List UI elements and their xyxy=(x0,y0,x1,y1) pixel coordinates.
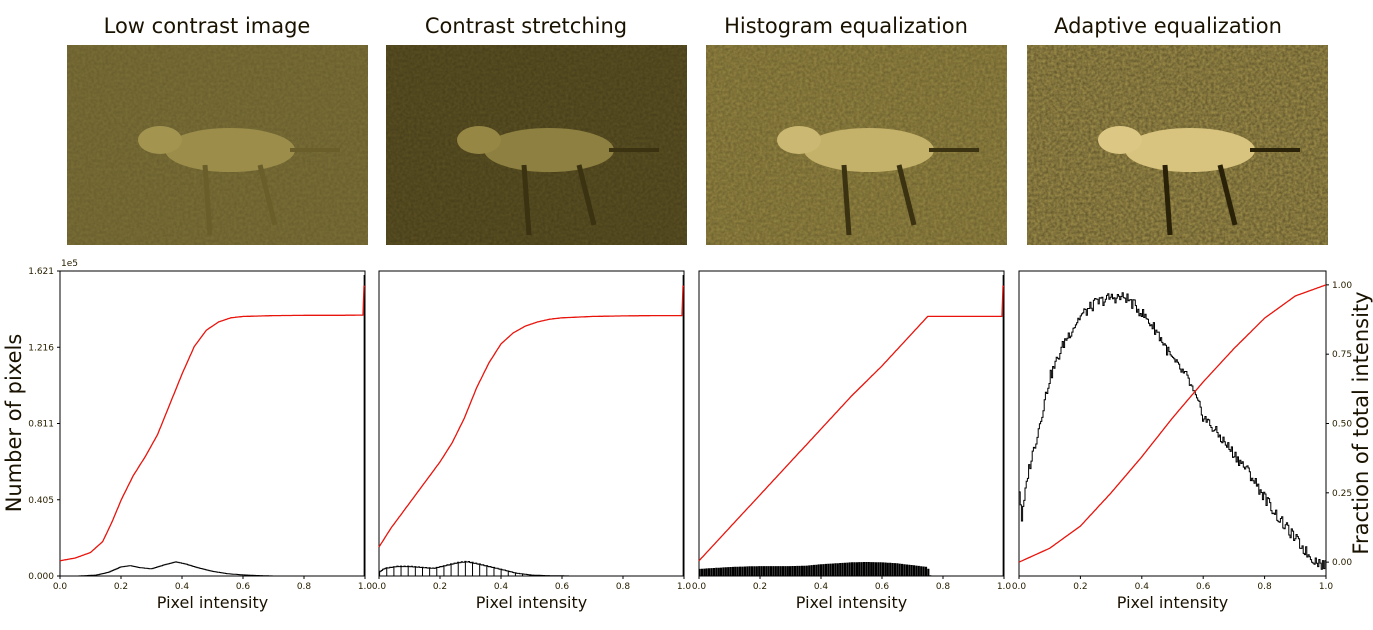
histogram-panel-contrast-stretching: 0.0 0.2 0.4 0.6 0.8 1.0 Pixel intensity xyxy=(372,270,692,612)
x-tick-label: 0.6 xyxy=(1196,582,1211,592)
y2-tick-label: 0.00 xyxy=(1332,558,1352,568)
x-tick-label: 1.0 xyxy=(358,582,373,592)
x-tick-label: 0.2 xyxy=(753,582,767,592)
image-low-contrast xyxy=(67,45,368,245)
y-tick-label: 1.621 xyxy=(28,267,54,277)
panel-title-contrast-stretching: Contrast stretching xyxy=(425,14,627,38)
histogram-panel-adaptive-equalization: 0.0 0.2 0.4 0.6 0.8 1.0 Pixel intensity 0.00 0.2… xyxy=(1012,270,1352,612)
x-tick-label: 0.0 xyxy=(692,582,707,592)
y-tick-label: 0.811 xyxy=(28,420,54,430)
x-tick-label: 0.2 xyxy=(1073,582,1087,592)
x-tick-label: 0.4 xyxy=(175,582,190,592)
x-tick-label: 0.0 xyxy=(372,582,387,592)
x-tick-label: 0.4 xyxy=(494,582,509,592)
image-histogram-equalization xyxy=(706,45,1007,245)
y2-tick-label: 0.75 xyxy=(1332,350,1352,360)
y-tick-label: 0.000 xyxy=(28,572,54,582)
histogram-panel-low-contrast: 0.0 0.2 0.4 0.6 0.8 1.0 Pixel intensity 0.000 0.… xyxy=(28,267,372,612)
x-tick-label: 0.0 xyxy=(53,582,68,592)
cdf-series xyxy=(378,285,684,548)
panel-title-histogram-equalization: Histogram equalization xyxy=(724,14,968,38)
x-tick-label: 0.8 xyxy=(297,582,312,592)
x-tick-label: 1.0 xyxy=(997,582,1012,592)
image-contrast-stretching xyxy=(386,45,687,245)
y-tick-label: 1.216 xyxy=(28,343,54,353)
plot-frame xyxy=(1018,270,1327,577)
x-tick-label: 1.0 xyxy=(1319,582,1334,592)
x-tick-label: 0.4 xyxy=(1135,582,1150,592)
histogram-series xyxy=(699,562,932,577)
histogram-series xyxy=(379,560,572,577)
plot-frame xyxy=(378,270,685,577)
x-tick-label: 0.0 xyxy=(1012,582,1027,592)
x-tick-label: 0.6 xyxy=(555,582,570,592)
histogram-panel-histogram-equalization: 0.0 0.2 0.4 0.6 0.8 1.0 Pixel intensity xyxy=(692,270,1012,612)
x-tick-label: 0.2 xyxy=(114,582,128,592)
x-axis-label: Pixel intensity xyxy=(1117,593,1228,612)
x-axis-label: Pixel intensity xyxy=(796,593,907,612)
panel-title-adaptive-equalization: Adaptive equalization xyxy=(1054,14,1282,38)
cdf-series xyxy=(1018,284,1327,563)
x-tick-label: 0.4 xyxy=(814,582,829,592)
x-tick-label: 0.2 xyxy=(433,582,447,592)
panel-title-low-contrast: Low contrast image xyxy=(104,14,311,38)
x-tick-label: 0.6 xyxy=(875,582,890,592)
histogram-series xyxy=(1019,292,1326,570)
histogram-series xyxy=(60,561,275,577)
x-tick-label: 0.8 xyxy=(1257,582,1272,592)
y-tick-label: 0.405 xyxy=(28,496,54,506)
y-axis-label-right: Fraction of total intensity xyxy=(1349,291,1373,554)
y2-tick-label: 0.25 xyxy=(1332,489,1352,499)
plot-frame xyxy=(59,270,366,577)
y-axis-label-left: Number of pixels xyxy=(2,334,26,513)
x-tick-label: 1.0 xyxy=(677,582,692,592)
cdf-series xyxy=(698,285,1004,562)
x-axis-label: Pixel intensity xyxy=(157,593,268,612)
y-axis-multiplier: 1e5 xyxy=(61,259,78,269)
x-tick-label: 0.8 xyxy=(936,582,951,592)
y2-tick-label: 0.50 xyxy=(1332,420,1352,430)
x-tick-label: 0.6 xyxy=(236,582,251,592)
x-tick-label: 0.8 xyxy=(616,582,631,592)
x-axis-label: Pixel intensity xyxy=(476,593,587,612)
cdf-series xyxy=(59,285,365,562)
image-adaptive-equalization xyxy=(1027,45,1328,245)
y2-tick-label: 1.00 xyxy=(1332,281,1352,291)
